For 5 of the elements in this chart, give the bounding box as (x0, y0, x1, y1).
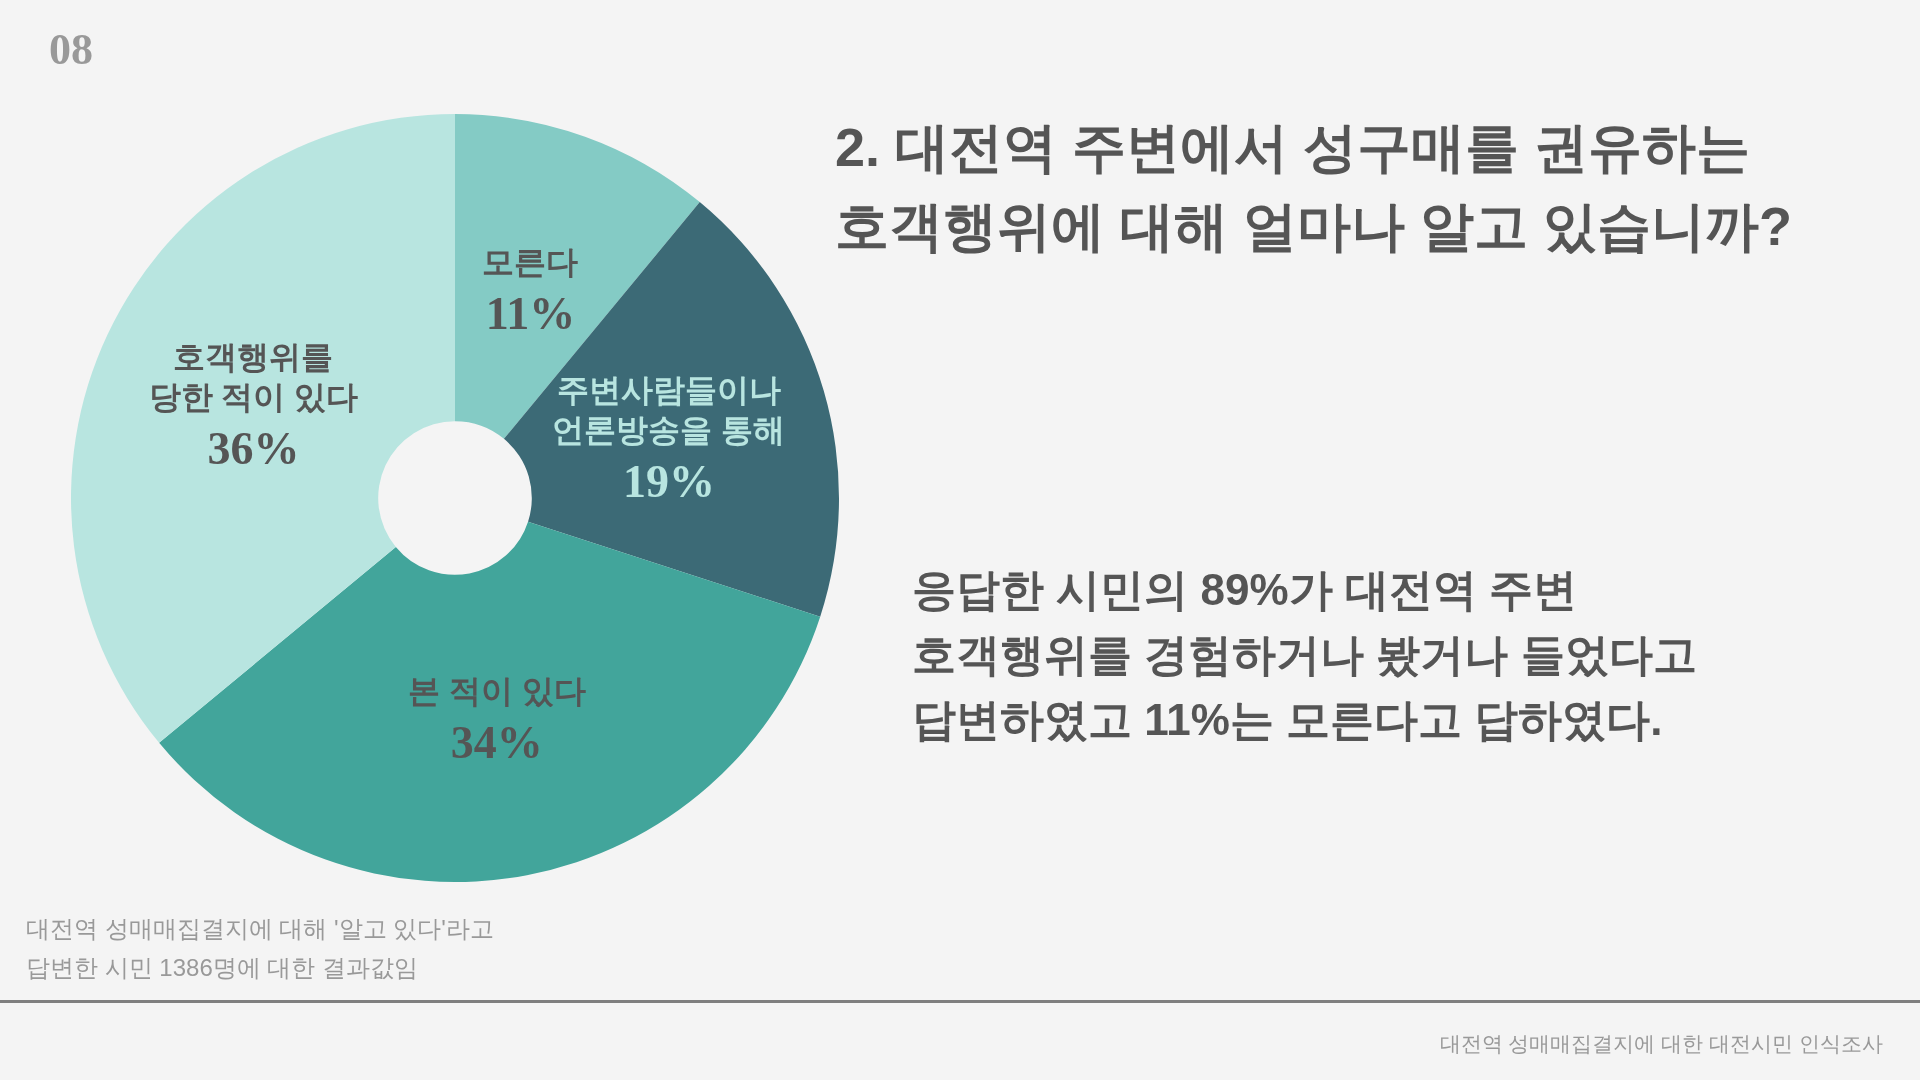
title: 2. 대전역 주변에서 성구매를 권유하는 호객행위에 대해 얼마나 알고 있습니까? (835, 117, 1792, 256)
annotation: 응답한 시민의 89%가 대전역 주변 호객행위를 경험하거나 봤거나 들었다고 답변하였고 11%는 모른다고 답하였다. (912, 565, 1697, 744)
annotation: 08 (49, 25, 93, 74)
annotation: 대전역 성매매집결지에 대해 '알고 있다'라고 답변한 시민 1386명에 대한 결과값임 (26, 915, 494, 981)
annotation: 대전역 성매매집결지에 대한 대전시민 인식조사 (1439, 1032, 1883, 1055)
